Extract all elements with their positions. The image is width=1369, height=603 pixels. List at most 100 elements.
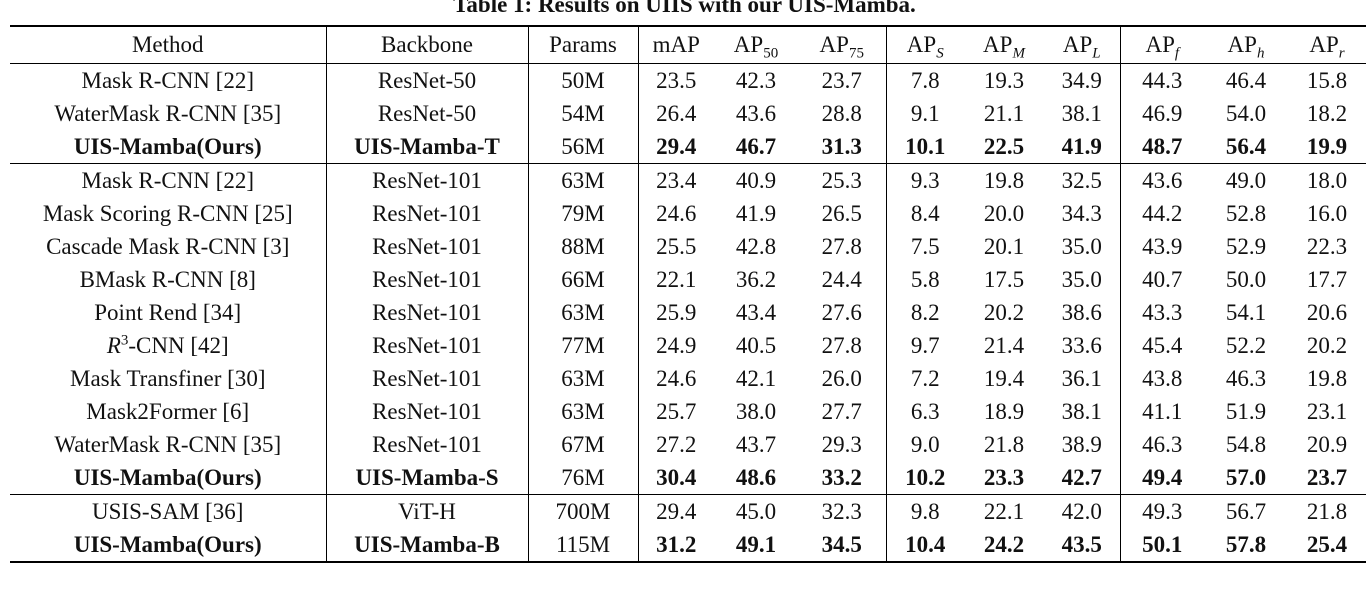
method-cell: USIS-SAM [36]: [10, 494, 327, 528]
method-cell: UIS-Mamba(Ours): [10, 528, 327, 563]
metric-cell: 29.4: [638, 494, 714, 528]
metric-cell: 20.2: [1306, 332, 1348, 358]
metric-cell: 19.8: [1306, 365, 1348, 391]
table-row: Mask R-CNN [22] ResNet-101 63M 23.4 40.9 25.3…: [10, 163, 1366, 197]
metric-cell: 38.9: [1044, 428, 1121, 461]
metric-cell: 21.4: [983, 332, 1025, 358]
backbone-cell: ResNet-101: [326, 395, 529, 428]
metric-cell: 23.4: [638, 163, 714, 197]
metric-cell: 21.8: [1288, 494, 1366, 528]
header-ap75: AP75: [798, 25, 887, 64]
header-aph: APh: [1204, 25, 1288, 64]
metric-cell: 34.5: [798, 528, 887, 563]
metric-cell: 16.0: [1306, 200, 1348, 226]
header-apm-label: AP: [983, 32, 1013, 57]
header-ap50-label: AP: [733, 32, 764, 57]
metric-cell: 24.9: [656, 332, 697, 358]
header-apf-label: AP: [1145, 32, 1175, 57]
metric-cell: 42.7: [1044, 461, 1121, 495]
header-row: Method Backbone Params mAP AP50 AP75 APS…: [10, 25, 1366, 64]
metric-cell: 43.7: [735, 431, 777, 457]
backbone-cell: ResNet-101: [326, 163, 529, 197]
params-cell: 63M: [528, 163, 639, 197]
metric-cell: 7.8: [910, 67, 940, 93]
metric-cell: 46.7: [735, 133, 777, 159]
header-aps: APS: [886, 25, 964, 64]
metric-cell: 7.5: [910, 233, 940, 259]
metric-cell: 27.8: [798, 329, 887, 362]
metric-cell: 18.0: [1288, 163, 1366, 197]
metric-cell: 46.9: [1142, 100, 1183, 126]
metric-cell: 34.9: [1044, 63, 1121, 97]
metric-cell: 51.9: [1225, 398, 1267, 424]
backbone-cell: ResNet-50: [326, 63, 529, 97]
method-cell: Mask Scoring R-CNN [25]: [10, 197, 327, 230]
table-group-large: USIS-SAM [36] ViT-H 700M 29.4 45.0 32.3 9.8 22.…: [10, 494, 1366, 563]
header-apm-sub: M: [1012, 45, 1025, 62]
metric-cell: 23.3: [983, 464, 1025, 490]
metric-cell: 10.4: [886, 528, 964, 563]
metric-cell: 49.3: [1120, 494, 1204, 528]
metric-cell: 10.1: [905, 133, 946, 159]
metric-cell: 25.5: [656, 233, 697, 259]
metric-cell: 32.3: [798, 494, 887, 528]
metric-cell: 48.6: [735, 464, 777, 490]
method-cell: WaterMask R-CNN [35]: [10, 428, 327, 461]
header-params: Params: [528, 25, 639, 64]
metric-cell: 22.3: [1306, 233, 1348, 259]
metric-cell: 28.8: [798, 97, 887, 130]
header-aph-sub: h: [1256, 45, 1265, 62]
metric-cell: 20.0: [983, 200, 1025, 226]
metric-cell: 34.3: [1044, 197, 1121, 230]
metric-cell: 41.1: [1142, 398, 1183, 424]
metric-cell: 25.4: [1288, 528, 1366, 563]
metric-cell: 49.4: [1142, 464, 1183, 490]
metric-cell: 57.8: [1204, 528, 1288, 563]
table-row: Mask Transfiner [30] ResNet-101 63M 24.6 42.…: [10, 362, 1366, 395]
metric-cell: 38.0: [735, 398, 777, 424]
params-cell: 63M: [528, 362, 639, 395]
backbone-cell: ResNet-101: [326, 428, 529, 461]
metric-cell: 33.6: [1044, 329, 1121, 362]
header-backbone: Backbone: [326, 25, 529, 64]
metric-cell: 18.2: [1306, 100, 1348, 126]
method-cell: WaterMask R-CNN [35]: [10, 97, 327, 130]
backbone-cell: ResNet-101: [326, 329, 529, 362]
metric-cell: 27.2: [656, 431, 697, 457]
metric-cell: 8.2: [910, 299, 940, 325]
table-row: Mask2Former [6] ResNet-101 63M 25.7 38.0 27.7…: [10, 395, 1366, 428]
metric-cell: 43.8: [1142, 365, 1183, 391]
method-cell: Mask R-CNN [22]: [10, 63, 327, 97]
metric-cell: 26.0: [798, 362, 887, 395]
backbone-cell: UIS-Mamba-T: [326, 130, 529, 164]
table-row: USIS-SAM [36] ViT-H 700M 29.4 45.0 32.3 9.8 22.…: [10, 494, 1366, 528]
params-cell: 56M: [528, 130, 639, 164]
backbone-cell: ResNet-101: [326, 362, 529, 395]
header-apl-sub: L: [1092, 45, 1101, 62]
results-table: Method Backbone Params mAP AP50 AP75 APS…: [10, 25, 1366, 563]
header-apf-sub: f: [1174, 45, 1180, 62]
header-aph-label: AP: [1227, 32, 1257, 57]
metric-cell: 31.3: [798, 130, 887, 164]
header-apr: APr: [1288, 25, 1366, 64]
metric-cell: 52.9: [1225, 233, 1267, 259]
metric-cell: 33.2: [798, 461, 887, 495]
metric-cell: 5.8: [910, 266, 940, 292]
metric-cell: 40.7: [1142, 266, 1183, 292]
metric-cell: 23.7: [1306, 464, 1348, 490]
backbone-cell: ViT-H: [326, 494, 529, 528]
metric-cell: 42.3: [735, 67, 777, 93]
metric-cell: 38.1: [1044, 97, 1121, 130]
backbone-cell: ResNet-101: [326, 197, 529, 230]
metric-cell: 49.0: [1204, 163, 1288, 197]
metric-cell: 52.8: [1225, 200, 1267, 226]
metric-cell: 10.2: [905, 464, 946, 490]
backbone-cell: ResNet-101: [326, 230, 529, 263]
params-cell: 88M: [528, 230, 639, 263]
params-cell: 63M: [528, 395, 639, 428]
header-apf: APf: [1120, 25, 1204, 64]
metric-cell: 40.5: [735, 332, 777, 358]
params-cell: 66M: [528, 263, 639, 296]
backbone-cell: UIS-Mamba-B: [326, 528, 529, 563]
method-cell: Cascade Mask R-CNN [3]: [10, 230, 327, 263]
